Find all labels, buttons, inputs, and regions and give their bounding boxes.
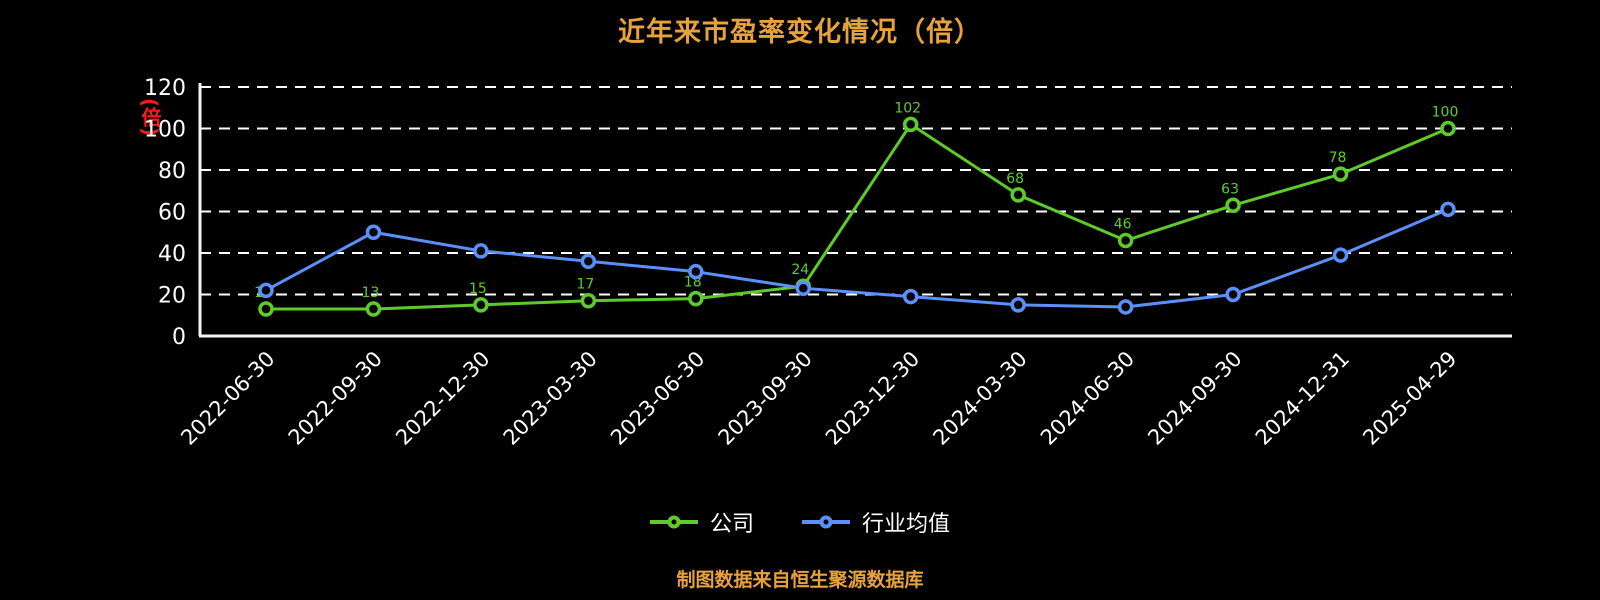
x-tick-label: 2023-06-30: [606, 347, 709, 450]
data-point-label: 15: [469, 281, 487, 297]
company-series-swatch-icon: [649, 515, 698, 529]
y-tick-label: 100: [144, 118, 186, 143]
data-point-label: 100: [1432, 105, 1459, 121]
data-point-label: 46: [1114, 217, 1132, 233]
data-point-label: 102: [894, 100, 921, 116]
x-tick-label: 2022-09-30: [284, 347, 387, 450]
data-point-marker: [1332, 247, 1349, 263]
data-point-marker: [1440, 120, 1456, 137]
y-tick-label: 60: [158, 201, 186, 226]
data-point-marker: [1010, 187, 1026, 203]
legend-item-industry: 行业均值: [802, 506, 950, 538]
x-tick-label: 2022-12-30: [391, 347, 494, 450]
company-marker-icon: [667, 515, 681, 529]
x-tick-label: 2024-03-30: [928, 347, 1031, 450]
data-point-marker: [580, 253, 597, 270]
y-tick-label: 120: [144, 76, 186, 101]
x-tick-label: 2023-12-30: [821, 347, 924, 450]
data-point-marker: [688, 263, 704, 280]
data-point-marker: [1440, 201, 1456, 218]
x-tick-label: 2024-06-30: [1036, 347, 1139, 450]
data-point-label: 13: [362, 285, 380, 301]
data-point-marker: [580, 292, 597, 309]
x-tick-label: 2022-06-30: [176, 347, 279, 450]
data-point-marker: [258, 301, 274, 317]
data-point-marker: [688, 290, 704, 307]
y-tick-label: 0: [172, 325, 186, 350]
data-point-label: 78: [1329, 150, 1347, 166]
y-tick-label: 20: [158, 284, 186, 309]
y-tick-label: 80: [158, 159, 186, 184]
x-tick-label: 2025-04-29: [1358, 347, 1461, 450]
legend: 公司 行业均值: [0, 506, 1600, 538]
data-point-marker: [1117, 299, 1134, 315]
data-point-marker: [902, 288, 919, 305]
x-tick-label: 2024-12-31: [1251, 347, 1354, 450]
data-point-marker: [1010, 297, 1026, 313]
legend-item-company: 公司: [649, 506, 754, 538]
data-point-marker: [365, 224, 382, 240]
x-tick-label: 2024-09-30: [1143, 347, 1246, 450]
data-point-marker: [1117, 232, 1134, 249]
industry-marker-icon: [819, 515, 833, 529]
data-point-marker: [258, 282, 274, 299]
legend-label-industry: 行业均值: [862, 512, 951, 537]
chart-title: 近年来市盈率变化情况（倍）: [618, 17, 982, 48]
series-line: [265, 208, 1449, 309]
legend-label-company: 公司: [709, 512, 754, 537]
data-point-marker: [473, 243, 489, 259]
x-tick-label: 2023-09-30: [714, 347, 817, 450]
x-tick-label: 2023-03-30: [499, 347, 602, 450]
data-point-marker: [1332, 166, 1349, 182]
data-point-marker: [365, 301, 382, 317]
data-point-label: 17: [576, 277, 594, 293]
data-point-marker: [902, 116, 919, 133]
line-chart: 0 20 40 60 80 100 120 2022-06-30 2022-09-30 2022-…: [144, 76, 1512, 450]
series-line: [266, 122, 1449, 311]
data-point-marker: [473, 297, 489, 313]
data-point-label: 24: [791, 262, 809, 278]
data-point-label: 68: [1006, 171, 1024, 187]
data-point-marker: [1225, 197, 1241, 214]
data-point-marker: [795, 280, 812, 297]
industry-series-swatch-icon: [802, 515, 850, 529]
data-point-label: 63: [1221, 181, 1239, 197]
y-tick-label: 40: [158, 242, 186, 267]
y-axis-unit-label: (倍): [138, 98, 162, 137]
data-source-note: 制图数据来自恒生聚源数据库: [676, 569, 924, 591]
data-point-marker: [1225, 286, 1241, 303]
